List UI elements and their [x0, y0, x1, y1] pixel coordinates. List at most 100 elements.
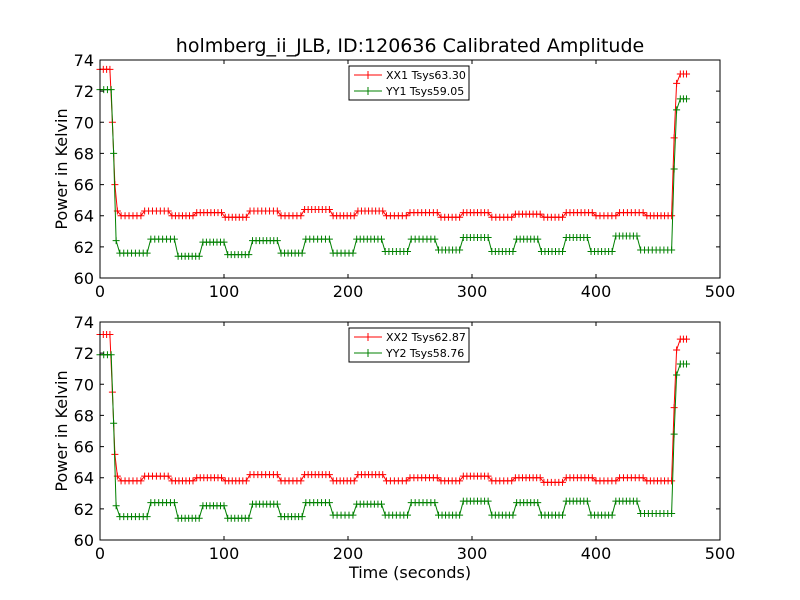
data-point-marker [404, 248, 412, 256]
data-point-marker [377, 235, 385, 243]
legend-swatch [354, 349, 382, 357]
data-point-marker [297, 212, 305, 220]
data-point-marker [456, 477, 464, 485]
data-point-marker [456, 511, 464, 519]
data-point-marker [588, 474, 596, 482]
plot-frame [99, 59, 721, 279]
x-tick-label: 500 [705, 544, 736, 563]
data-point-marker [534, 499, 542, 507]
data-point-marker [379, 471, 387, 479]
data-point-marker [170, 499, 178, 507]
data-point-marker [633, 232, 641, 240]
legend-entry: XX1 Tsys63.30 [386, 69, 466, 82]
data-point-marker [325, 205, 333, 213]
x-tick-label: 100 [209, 544, 240, 563]
data-point-marker [588, 209, 596, 217]
y-tick-label: 70 [74, 375, 94, 394]
x-tick-label: 0 [95, 282, 105, 301]
x-tick-label: 300 [457, 544, 488, 563]
data-point-marker [218, 209, 226, 217]
y-axis-label: Power in Kelvin [52, 108, 71, 229]
data-point-marker [195, 514, 203, 522]
y-tick-label: 72 [74, 344, 94, 363]
data-point-marker [325, 499, 333, 507]
y-axis-label: Power in Kelvin [52, 370, 71, 491]
y-tick-label: 64 [74, 207, 94, 226]
data-point-marker [350, 477, 358, 485]
x-tick-label: 200 [333, 544, 364, 563]
data-point-marker [273, 471, 281, 479]
data-point-marker [220, 502, 228, 510]
y-tick-label: 72 [74, 82, 94, 101]
x-tick-label: 0 [95, 544, 105, 563]
bottom-panel: 0 100 200 300 400 500 60 62 64 66 68 70 72 74 Power in… [52, 313, 735, 582]
y-tick-label: 62 [74, 238, 94, 257]
data-point-marker [402, 212, 410, 220]
legend-entry: YY2 Tsys58.76 [385, 347, 464, 360]
data-point-marker [612, 212, 620, 220]
data-point-marker [404, 511, 412, 519]
data-point-marker [189, 212, 197, 220]
data-point-marker [218, 474, 226, 482]
data-point-marker [683, 360, 691, 368]
data-point-marker [673, 346, 681, 354]
data-point-marker [433, 209, 441, 217]
legend-entry: XX2 Tsys62.87 [386, 331, 466, 344]
data-point-marker [509, 248, 517, 256]
data-point-marker [273, 500, 281, 508]
data-point-marker [325, 471, 333, 479]
data-point-marker [349, 249, 357, 257]
data-point-marker [612, 477, 620, 485]
data-point-marker [559, 478, 567, 486]
y-tick-label: 74 [74, 51, 94, 70]
data-point-marker [273, 207, 281, 215]
legend-entry: YY1 Tsys59.05 [385, 85, 464, 98]
data-point-marker [245, 251, 253, 259]
data-point-marker [107, 86, 115, 94]
data-point-marker [242, 477, 250, 485]
data-point-marker [377, 500, 385, 508]
data-point-marker [484, 209, 492, 217]
data-point-marker [608, 511, 616, 519]
data-point-marker [559, 248, 567, 256]
data-point-marker [112, 237, 120, 245]
data-point-marker [137, 477, 145, 485]
data-point-marker [683, 95, 691, 103]
data-point-marker [164, 472, 172, 480]
legend-swatch [354, 71, 382, 79]
data-point-marker [112, 502, 120, 510]
data-point-marker [633, 497, 641, 505]
data-point-marker [433, 474, 441, 482]
x-tick-label: 100 [209, 282, 240, 301]
y-tick-label: 66 [74, 438, 94, 457]
x-tick-label: 300 [457, 282, 488, 301]
data-point-marker [456, 213, 464, 221]
plot-frame [99, 321, 721, 541]
series-line-2 [100, 89, 687, 257]
data-point-marker [559, 511, 567, 519]
data-point-marker [220, 238, 228, 246]
data-point-marker [456, 246, 464, 254]
data-point-marker [559, 213, 567, 221]
legend-box [348, 327, 470, 363]
data-point-marker [683, 335, 691, 343]
data-point-marker [325, 235, 333, 243]
data-point-marker [143, 513, 151, 521]
data-point-marker [668, 477, 676, 485]
data-point-marker [350, 212, 358, 220]
top-panel: 0 100 200 300 400 500 60 62 64 66 68 70 72 74 Power in… [52, 51, 735, 301]
data-point-marker [536, 210, 544, 218]
y-tick-label: 74 [74, 313, 94, 332]
data-point-marker [110, 419, 118, 427]
data-point-marker [639, 209, 647, 217]
data-point-marker [170, 235, 178, 243]
data-point-marker [639, 474, 647, 482]
data-point-marker [668, 246, 676, 254]
data-point-marker [189, 477, 197, 485]
data-point-marker [484, 472, 492, 480]
data-point-marker [110, 149, 118, 157]
legend-box [348, 65, 470, 101]
data-point-marker [164, 207, 172, 215]
data-point-marker [583, 234, 591, 242]
data-point-marker [273, 237, 281, 245]
